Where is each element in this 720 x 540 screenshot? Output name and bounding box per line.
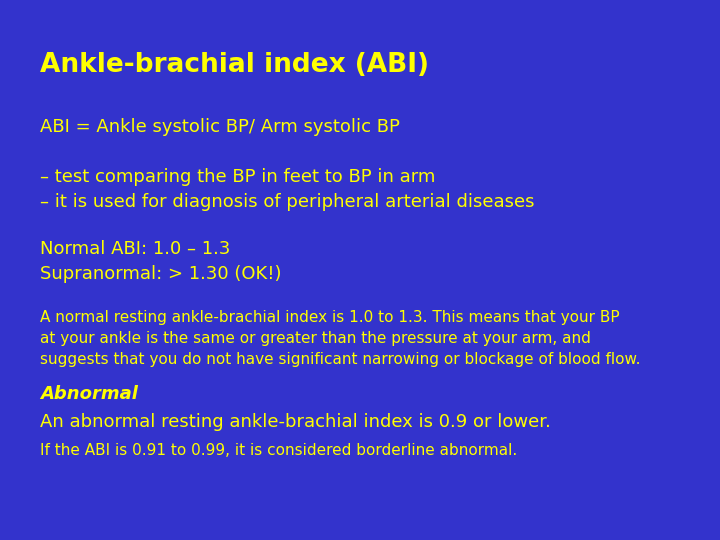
Text: Ankle-brachial index (ABI): Ankle-brachial index (ABI) [40, 52, 429, 78]
Text: If the ABI is 0.91 to 0.99, it is considered borderline abnormal.: If the ABI is 0.91 to 0.99, it is consid… [40, 443, 517, 458]
Text: – test comparing the BP in feet to BP in arm
– it is used for diagnosis of perip: – test comparing the BP in feet to BP in… [40, 168, 534, 211]
Text: Normal ABI: 1.0 – 1.3
Supranormal: > 1.30 (OK!): Normal ABI: 1.0 – 1.3 Supranormal: > 1.3… [40, 240, 282, 283]
Text: An abnormal resting ankle-brachial index is 0.9 or lower.: An abnormal resting ankle-brachial index… [40, 413, 551, 431]
Text: A normal resting ankle-brachial index is 1.0 to 1.3. This means that your BP
at : A normal resting ankle-brachial index is… [40, 310, 641, 367]
Text: ABI = Ankle systolic BP/ Arm systolic BP: ABI = Ankle systolic BP/ Arm systolic BP [40, 118, 400, 136]
Text: Abnormal: Abnormal [40, 385, 138, 403]
